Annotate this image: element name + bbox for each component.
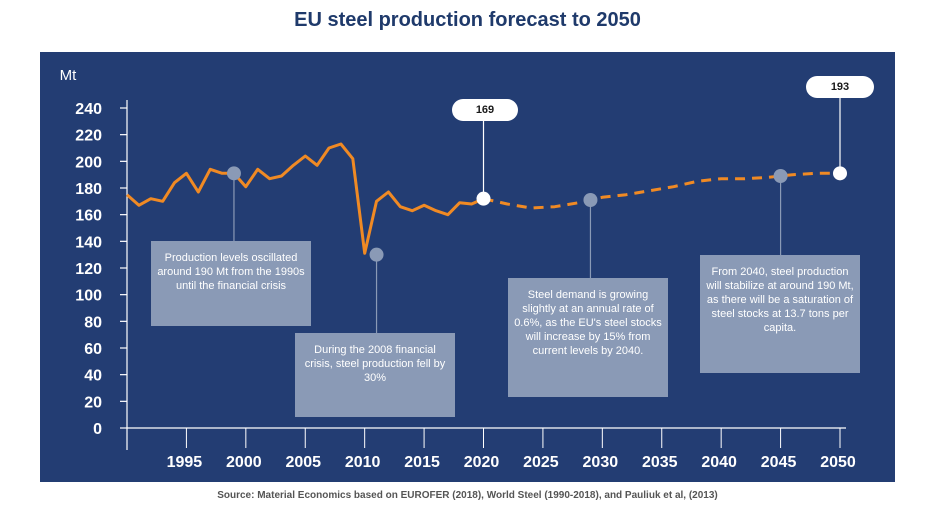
highlight-point [833,166,847,181]
callout-2050-value: 193 [806,76,874,98]
data-marker [773,169,788,183]
y-tick-label: 240 [75,101,102,118]
forecast-line [483,171,840,210]
y-tick-label: 140 [75,234,102,251]
annotation-oscillation: Production levels oscillated around 190 … [151,241,311,326]
y-tick-label: 80 [84,314,102,331]
historical-line [126,142,485,255]
callout-2020-value: 169 [452,99,518,121]
y-tick-label: 220 [75,128,102,145]
x-tick-label: 2025 [523,454,559,471]
x-tick-label: 2035 [642,454,678,471]
x-tick-label: 2000 [226,454,262,471]
annotation-financial-crisis: During the 2008 financial crisis, steel … [295,333,455,417]
data-marker [369,247,384,262]
x-tick-label: 2030 [583,454,619,471]
y-tick-label: 180 [75,181,102,198]
y-tick-label: 100 [75,288,102,305]
annotation-stabilization: From 2040, steel production will stabili… [700,255,860,373]
y-tick-label: 120 [75,261,102,278]
y-tick-label: 160 [75,208,102,225]
highlight-point [476,191,491,206]
x-tick-label: 2040 [701,454,737,471]
data-marker [583,193,598,207]
x-tick-label: 2005 [285,454,321,471]
y-tick-label: 20 [84,394,102,411]
x-tick-label: 2045 [761,454,797,471]
annotation-demand-growth: Steel demand is growing slightly at an a… [508,278,668,397]
y-tick-label: 0 [93,421,102,438]
chart-title: EU steel production forecast to 2050 [294,9,641,31]
x-tick-label: 2020 [464,454,500,471]
x-tick-label: 2015 [404,454,440,471]
data-marker [226,166,241,181]
y-tick-label: 60 [84,341,102,358]
x-tick-label: 2050 [820,454,856,471]
y-axis-label: Mt [60,67,77,84]
x-tick-label: 1995 [167,454,203,471]
y-tick-label: 40 [84,368,102,385]
y-tick-label: 200 [75,154,102,171]
source-note: Source: Material Economics based on EURO… [217,490,718,501]
x-tick-label: 2010 [345,454,381,471]
